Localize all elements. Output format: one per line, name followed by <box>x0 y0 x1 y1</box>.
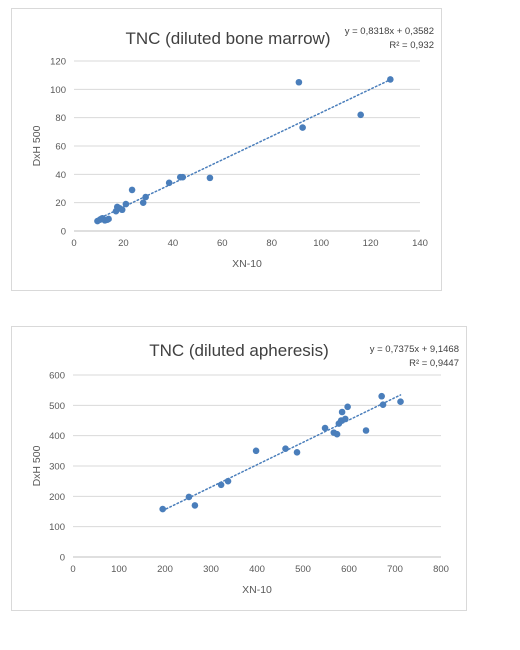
r-squared-label: R² = 0,9447 <box>409 358 459 369</box>
data-points <box>94 76 394 225</box>
data-point <box>217 481 225 489</box>
data-point <box>387 76 394 83</box>
data-point <box>378 392 385 400</box>
data-point <box>362 427 370 434</box>
data-point <box>282 445 289 453</box>
y-tick-labels: 0 100 200 300 400 500 600 <box>49 371 65 564</box>
chart-title: TNC (diluted bone marrow) <box>125 29 330 48</box>
data-point <box>338 408 346 416</box>
data-point <box>333 430 341 438</box>
data-point <box>185 493 193 501</box>
x-tick-label: 500 <box>295 564 311 575</box>
x-tick-label: 140 <box>412 238 428 249</box>
data-point <box>397 398 404 405</box>
x-tick-labels: 0 20 40 60 80 100 120 140 <box>71 238 428 249</box>
data-point <box>206 174 214 182</box>
data-point <box>357 111 364 119</box>
chart-title: TNC (diluted apheresis) <box>149 341 329 360</box>
data-point <box>293 449 301 456</box>
y-tick-label: 500 <box>49 401 65 412</box>
data-points <box>159 392 404 513</box>
x-tick-label: 200 <box>157 564 173 575</box>
x-tick-label: 120 <box>363 238 379 249</box>
y-tick-label: 100 <box>50 85 66 96</box>
y-tick-label: 100 <box>49 522 65 533</box>
x-tick-label: 80 <box>266 238 277 249</box>
data-point <box>299 124 306 131</box>
x-tick-labels: 0 100 200 300 400 500 600 700 800 <box>70 564 449 575</box>
y-tick-label: 60 <box>55 142 66 153</box>
data-point <box>252 447 260 455</box>
y-tick-label: 300 <box>49 462 65 473</box>
y-tick-label: 600 <box>49 371 65 382</box>
data-point <box>128 186 136 194</box>
gridlines <box>74 60 420 204</box>
data-point <box>159 505 166 513</box>
y-tick-labels: 0 20 40 60 80 100 120 <box>50 57 66 238</box>
chart-panel-bone-marrow <box>11 8 442 291</box>
y-axis-label: DxH 500 <box>31 125 43 166</box>
chart-apheresis: 0 100 200 300 400 500 600 700 800 0 100 200 300 400 5… <box>31 341 459 596</box>
x-tick-label: 400 <box>249 564 265 575</box>
y-tick-label: 20 <box>55 198 66 209</box>
chart-bone-marrow: 0 20 40 60 80 100 120 140 0 20 40 60 80 100 120 TNC (… <box>31 26 434 270</box>
y-tick-label: 0 <box>61 227 66 238</box>
y-tick-label: 40 <box>55 170 66 181</box>
y-tick-label: 0 <box>60 553 65 564</box>
x-tick-label: 40 <box>168 238 179 249</box>
data-point <box>224 477 232 485</box>
y-tick-label: 120 <box>50 57 66 68</box>
data-point <box>105 215 112 223</box>
data-point <box>295 78 303 86</box>
data-point <box>379 401 387 409</box>
chart-panel-apheresis <box>11 326 467 611</box>
trendline-equation: y = 0,8318x + 0,3582 <box>345 26 434 37</box>
data-point <box>321 424 329 432</box>
data-point <box>179 173 187 181</box>
x-tick-label: 20 <box>118 238 129 249</box>
x-tick-label: 0 <box>71 238 76 249</box>
data-point <box>118 206 126 214</box>
x-tick-label: 600 <box>341 564 357 575</box>
x-axis-label: XN-10 <box>242 584 272 596</box>
data-point <box>139 199 147 206</box>
data-point <box>191 502 199 509</box>
x-tick-label: 800 <box>433 564 449 575</box>
trendline <box>161 394 402 512</box>
y-axis-label: DxH 500 <box>31 445 43 486</box>
x-tick-label: 300 <box>203 564 219 575</box>
y-tick-label: 80 <box>55 113 66 124</box>
x-tick-label: 60 <box>217 238 228 249</box>
x-axis-label: XN-10 <box>232 258 262 270</box>
data-point <box>142 193 149 201</box>
data-point <box>165 179 173 187</box>
x-tick-label: 100 <box>111 564 127 575</box>
r-squared-label: R² = 0,932 <box>389 40 434 51</box>
x-tick-label: 700 <box>387 564 403 575</box>
y-tick-label: 400 <box>49 431 65 442</box>
trendline-equation: y = 0,7375x + 9,1468 <box>370 344 459 355</box>
data-point <box>122 200 130 208</box>
trendline <box>96 78 392 221</box>
data-point <box>342 415 349 423</box>
data-point <box>344 403 351 411</box>
y-tick-label: 200 <box>49 492 65 503</box>
x-tick-label: 0 <box>70 564 75 575</box>
x-tick-label: 100 <box>313 238 329 249</box>
